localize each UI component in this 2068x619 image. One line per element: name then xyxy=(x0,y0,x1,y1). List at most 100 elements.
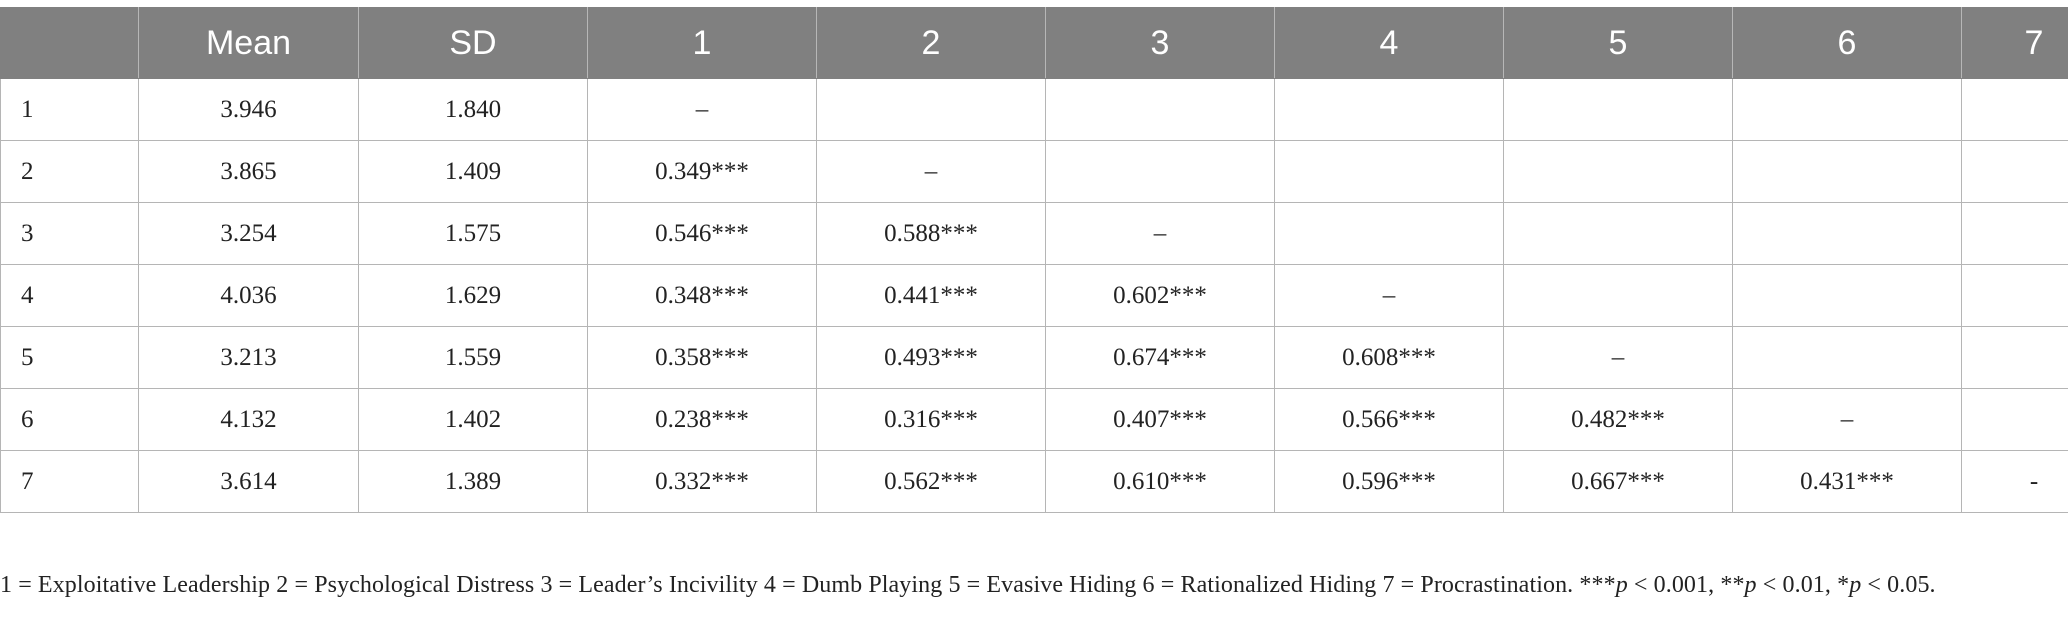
table-cell xyxy=(1274,202,1504,265)
header-cell-4: 4 xyxy=(1274,7,1504,79)
table-cell xyxy=(1503,264,1733,327)
table-cell: 3.614 xyxy=(138,450,359,513)
table-cell: 0.358*** xyxy=(587,326,817,389)
table-cell xyxy=(1961,202,2068,265)
table-cell xyxy=(1732,326,1962,389)
table-cell: 0.546*** xyxy=(587,202,817,265)
row-label: 1 xyxy=(0,78,139,141)
table-cell xyxy=(1732,78,1962,141)
table-row: 1 3.946 1.840 – xyxy=(0,78,2068,141)
table-cell: 3.213 xyxy=(138,326,359,389)
table-cell: 0.562*** xyxy=(816,450,1046,513)
table-cell xyxy=(1961,140,2068,203)
table-cell xyxy=(1274,140,1504,203)
table-row: 5 3.213 1.559 0.358*** 0.493*** 0.674***… xyxy=(0,326,2068,389)
table-cell: 4.132 xyxy=(138,388,359,451)
footnote-sig1-stars: *** xyxy=(1579,572,1616,598)
table-cell: – xyxy=(1274,264,1504,327)
table-header: Mean SD 1 2 3 4 5 6 7 xyxy=(0,7,2068,79)
table-cell: – xyxy=(816,140,1046,203)
table-cell: - xyxy=(1961,450,2068,513)
header-cell-sd: SD xyxy=(358,7,588,79)
footnote-legend: 1 = Exploitative Leadership 2 = Psycholo… xyxy=(0,572,1580,598)
table-cell: 3.865 xyxy=(138,140,359,203)
header-row: Mean SD 1 2 3 4 5 6 7 xyxy=(0,7,2068,79)
table-cell: 3.946 xyxy=(138,78,359,141)
row-label: 4 xyxy=(0,264,139,327)
table-footnote: 1 = Exploitative Leadership 2 = Psycholo… xyxy=(0,572,1936,599)
table-cell: 0.441*** xyxy=(816,264,1046,327)
footnote-sig3-stars: * xyxy=(1837,572,1850,598)
table-cell: 3.254 xyxy=(138,202,359,265)
header-cell-6: 6 xyxy=(1732,7,1962,79)
row-label: 5 xyxy=(0,326,139,389)
table-body: 1 3.946 1.840 – 2 3.865 1.409 0.349*** –… xyxy=(0,78,2068,513)
header-cell-2: 2 xyxy=(816,7,1046,79)
table-cell: 0.482*** xyxy=(1503,388,1733,451)
correlation-table: Mean SD 1 2 3 4 5 6 7 1 3.946 1.840 – 2 … xyxy=(0,7,2068,513)
table-cell: 0.608*** xyxy=(1274,326,1504,389)
table-cell: 0.667*** xyxy=(1503,450,1733,513)
table-cell: 0.349*** xyxy=(587,140,817,203)
table-row: 7 3.614 1.389 0.332*** 0.562*** 0.610***… xyxy=(0,450,2068,513)
table-cell: 0.316*** xyxy=(816,388,1046,451)
table-cell: – xyxy=(1045,202,1275,265)
table-cell: 0.588*** xyxy=(816,202,1046,265)
table-cell: 1.389 xyxy=(358,450,588,513)
table-cell xyxy=(1045,78,1275,141)
table-cell: 0.602*** xyxy=(1045,264,1275,327)
table-cell: – xyxy=(1503,326,1733,389)
table-cell xyxy=(1503,140,1733,203)
table-cell xyxy=(1732,140,1962,203)
table-cell xyxy=(1732,264,1962,327)
table-cell: 0.348*** xyxy=(587,264,817,327)
footnote-sig3-p: p xyxy=(1849,572,1862,598)
table-cell: 0.332*** xyxy=(587,450,817,513)
header-cell-1: 1 xyxy=(587,7,817,79)
table-cell: – xyxy=(587,78,817,141)
table-cell: 0.238*** xyxy=(587,388,817,451)
footnote-sig2-threshold: < 0.01, xyxy=(1756,572,1838,598)
table-row: 6 4.132 1.402 0.238*** 0.316*** 0.407***… xyxy=(0,388,2068,451)
table-row: 3 3.254 1.575 0.546*** 0.588*** – xyxy=(0,202,2068,265)
table-cell: 0.566*** xyxy=(1274,388,1504,451)
table-cell: 0.674*** xyxy=(1045,326,1275,389)
table-cell xyxy=(1961,78,2068,141)
table-row: 4 4.036 1.629 0.348*** 0.441*** 0.602***… xyxy=(0,264,2068,327)
table-cell: 0.407*** xyxy=(1045,388,1275,451)
table-cell xyxy=(816,78,1046,141)
footnote-sig2-p: p xyxy=(1744,572,1757,598)
table-cell xyxy=(1274,78,1504,141)
table-cell: 1.402 xyxy=(358,388,588,451)
row-label: 3 xyxy=(0,202,139,265)
table-cell: 0.431*** xyxy=(1732,450,1962,513)
table-cell: 0.493*** xyxy=(816,326,1046,389)
table-cell: 1.575 xyxy=(358,202,588,265)
header-cell-7: 7 xyxy=(1961,7,2068,79)
footnote-sig3-threshold: < 0.05. xyxy=(1861,572,1936,598)
table-row: 2 3.865 1.409 0.349*** – xyxy=(0,140,2068,203)
table-cell xyxy=(1503,202,1733,265)
row-label: 6 xyxy=(0,388,139,451)
table-cell xyxy=(1045,140,1275,203)
table-cell xyxy=(1503,78,1733,141)
table-cell: 1.559 xyxy=(358,326,588,389)
table-cell: 4.036 xyxy=(138,264,359,327)
row-label: 7 xyxy=(0,450,139,513)
table-cell: 1.629 xyxy=(358,264,588,327)
table-cell xyxy=(1961,388,2068,451)
table-cell: 0.610*** xyxy=(1045,450,1275,513)
header-cell-5: 5 xyxy=(1503,7,1733,79)
footnote-sig2-stars: ** xyxy=(1720,572,1745,598)
table-cell xyxy=(1961,264,2068,327)
table-cell: 1.409 xyxy=(358,140,588,203)
table-cell: 1.840 xyxy=(358,78,588,141)
table-cell xyxy=(1961,326,2068,389)
footnote-sig1-threshold: < 0.001, xyxy=(1627,572,1721,598)
table-cell: 0.596*** xyxy=(1274,450,1504,513)
table-cell: – xyxy=(1732,388,1962,451)
header-cell-blank xyxy=(0,7,139,79)
header-cell-mean: Mean xyxy=(138,7,359,79)
footnote-sig1-p: p xyxy=(1615,572,1628,598)
row-label: 2 xyxy=(0,140,139,203)
